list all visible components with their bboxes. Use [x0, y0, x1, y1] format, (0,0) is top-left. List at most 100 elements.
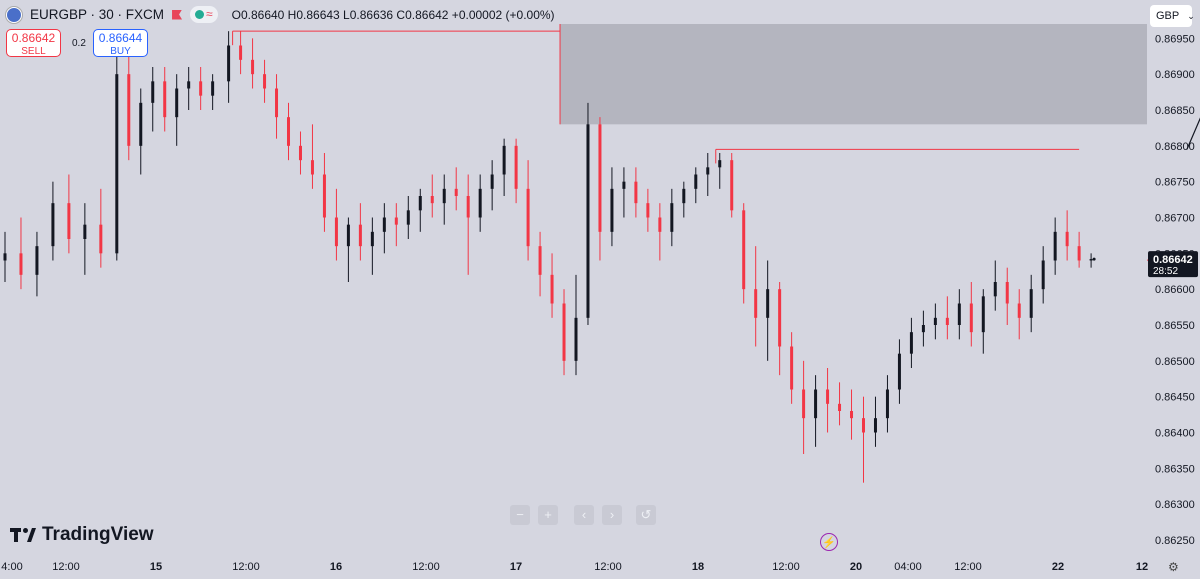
candle	[514, 138, 518, 204]
candle	[646, 188, 650, 232]
candle-body	[478, 188, 482, 218]
candle-body	[838, 403, 842, 411]
candle-body	[826, 389, 830, 404]
candle	[502, 138, 506, 196]
symbol-title[interactable]: EURGBP · 30 · FXCM	[30, 7, 165, 22]
currency-select[interactable]: GBP ⌄	[1150, 5, 1195, 27]
x-tick-label: 20	[850, 561, 862, 573]
zoom-in-button[interactable]: +	[538, 505, 558, 525]
candle	[957, 289, 961, 340]
candle	[670, 188, 674, 247]
candle-body	[1077, 246, 1081, 261]
candle	[526, 160, 530, 261]
candle	[83, 203, 87, 275]
candle-body	[358, 224, 362, 247]
candle	[790, 332, 794, 404]
candle	[382, 203, 386, 254]
candle	[322, 153, 326, 232]
candle	[187, 67, 191, 110]
y-tick-label: 0.86400	[1155, 428, 1195, 440]
candle	[199, 67, 203, 110]
price-axis[interactable]	[1147, 0, 1200, 579]
candle-body	[514, 145, 518, 189]
candle	[993, 260, 997, 311]
candle-body	[346, 224, 350, 247]
candle	[873, 396, 877, 447]
reset-chart-button[interactable]: ↺	[636, 505, 656, 525]
candle	[730, 153, 734, 218]
gear-icon[interactable]: ⚙	[1168, 560, 1179, 574]
y-tick-label: 0.86950	[1155, 33, 1195, 45]
x-tick-label: 22	[1052, 561, 1064, 573]
candle	[239, 31, 243, 75]
candle-body	[163, 81, 167, 118]
scroll-right-button[interactable]: ›	[602, 505, 622, 525]
candle-body	[187, 81, 191, 89]
x-tick-label: 12:00	[52, 561, 80, 573]
candle-body	[658, 217, 662, 232]
candle-body	[526, 188, 530, 247]
y-tick-label: 0.86450	[1155, 392, 1195, 404]
candle-body	[83, 224, 87, 239]
lightning-icon[interactable]: ⚡	[820, 533, 838, 551]
candle	[35, 231, 39, 297]
candle	[263, 59, 267, 103]
candle-body	[706, 167, 710, 175]
candle	[151, 67, 155, 132]
candle-body	[127, 74, 131, 146]
candle-body	[574, 317, 578, 361]
candle	[1005, 267, 1009, 325]
candle-body	[334, 217, 338, 247]
brand-name: TradingView	[42, 524, 154, 545]
candle	[538, 231, 542, 297]
candle-body	[969, 303, 973, 333]
candle-body	[454, 188, 458, 196]
candle	[19, 217, 23, 290]
candle-body	[382, 217, 386, 232]
x-tick-label: 04:00	[894, 561, 922, 573]
buy-button[interactable]: 0.86644 BUY	[93, 29, 148, 57]
candle	[127, 52, 131, 161]
candle-body	[175, 88, 179, 118]
symbol-header[interactable]: EURGBP · 30 · FXCM ≈ O0.86640 H0.86643 L…	[6, 6, 555, 23]
candle-body	[139, 102, 143, 146]
candle-body	[310, 160, 314, 175]
current-price-dot	[1092, 257, 1096, 261]
flag-icon[interactable]	[172, 9, 183, 20]
candle-body	[370, 231, 374, 247]
candle	[211, 74, 215, 110]
candle	[981, 289, 985, 354]
candle-body	[251, 59, 255, 75]
candle-body	[993, 282, 997, 297]
candle-body	[1005, 282, 1009, 304]
candle-body	[466, 196, 470, 218]
candle	[466, 174, 470, 275]
status-pill[interactable]: ≈	[190, 6, 218, 23]
candle-body	[598, 124, 602, 232]
y-tick-label: 0.86850	[1155, 105, 1195, 117]
candle-body	[1065, 231, 1069, 247]
candle	[550, 253, 554, 318]
candle	[802, 360, 806, 454]
candle-body	[3, 253, 7, 261]
sell-label: SELL	[21, 46, 46, 57]
candle-body	[418, 196, 422, 211]
candle-body	[850, 411, 854, 419]
x-tick-label: 18	[692, 561, 704, 573]
chevron-down-icon: ⌄	[1187, 11, 1195, 21]
zoom-out-button[interactable]: −	[510, 505, 530, 525]
sell-button[interactable]: 0.86642 SELL	[6, 29, 61, 57]
x-tick-label: 16	[330, 561, 342, 573]
candle	[275, 74, 279, 139]
candle-body	[322, 174, 326, 218]
tradingview-logo[interactable]: TradingView	[10, 524, 154, 546]
candle	[850, 389, 854, 440]
candle	[634, 167, 638, 218]
time-axis[interactable]	[0, 555, 1147, 579]
candle	[766, 260, 770, 361]
x-tick-label: 12:00	[412, 561, 440, 573]
scroll-left-button[interactable]: ‹	[574, 505, 594, 525]
candle	[418, 188, 422, 232]
candle-body	[502, 145, 506, 175]
